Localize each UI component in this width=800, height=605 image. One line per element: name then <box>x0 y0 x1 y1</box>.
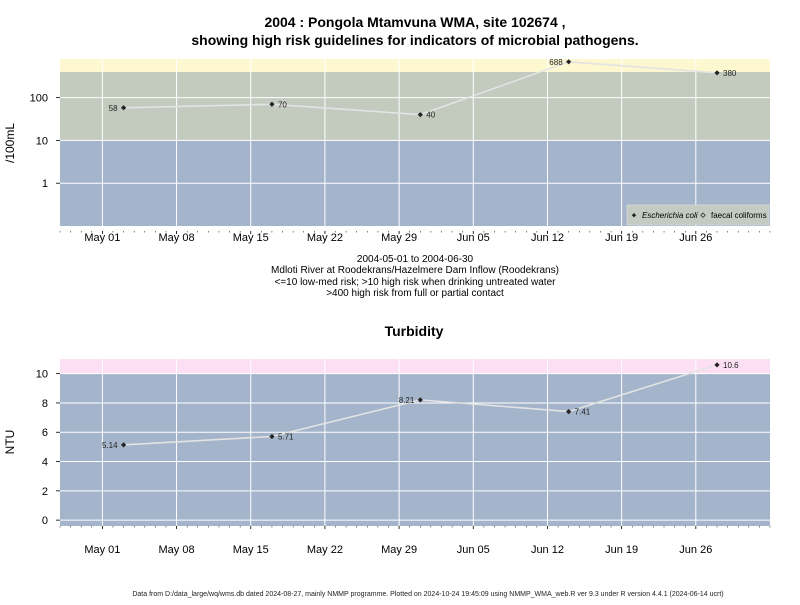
y-tick-label: 4 <box>42 457 48 469</box>
x-tick-label: Jun 19 <box>605 232 638 244</box>
main-title-line2: showing high risk guidelines for indicat… <box>191 32 638 48</box>
x-tick-label: May 29 <box>381 232 417 244</box>
turb-series: 5.14 5.71 8.21 7.41 10.6 <box>102 361 739 450</box>
x-tick-label: May 08 <box>159 544 195 556</box>
y-tick-label: 10 <box>36 369 48 381</box>
x-tick-label: Jun 12 <box>531 232 564 244</box>
micro-axes: May 01 May 08 May 15 May 22 May 29 Jun 05 Jun … <box>30 93 771 244</box>
x-tick-label: Jun 05 <box>457 544 490 556</box>
y-tick-label: 8 <box>42 398 48 410</box>
x-tick-label: Jun 12 <box>531 544 564 556</box>
data-point-marker <box>269 101 275 107</box>
legend-ecoli-marker <box>631 213 637 218</box>
x-tick-label: May 08 <box>159 232 195 244</box>
x-tick-label: May 22 <box>307 232 343 244</box>
micro-caption-high-risk: >400 high risk from full or partial cont… <box>326 288 504 299</box>
micro-series: 58 70 40 688 380 <box>109 58 737 120</box>
y-tick-label: 2 <box>42 486 48 498</box>
data-label: 5.71 <box>278 432 294 441</box>
data-label: 5.14 <box>102 441 118 450</box>
data-point-marker <box>417 397 423 403</box>
micro-risk-bands <box>60 59 770 226</box>
micro-caption-site: Mdloti River at Roodekrans/Hazelmere Dam… <box>271 265 559 276</box>
data-point-marker <box>566 408 572 415</box>
x-tick-label: May 15 <box>233 232 269 244</box>
data-label: 8.21 <box>399 396 415 405</box>
turb-risk-bands <box>60 359 770 526</box>
turb-axes: May 01 May 08 May 15 May 22 May 29 Jun 05 Jun … <box>36 369 771 556</box>
data-point-marker <box>269 433 275 440</box>
y-tick-label: 1 <box>42 178 48 190</box>
data-point-marker <box>417 112 423 118</box>
data-label: 7.41 <box>575 408 591 417</box>
data-label: 40 <box>426 111 435 120</box>
data-point-marker <box>714 362 720 368</box>
main-title-line1: 2004 : Pongola Mtamvuna WMA, site 102674… <box>264 14 565 30</box>
data-label: 10.6 <box>723 361 739 370</box>
footer-note: Data from D:/data_large/wq/wms.db dated … <box>132 591 723 598</box>
y-tick-label: 100 <box>30 93 48 105</box>
data-label: 70 <box>278 100 287 109</box>
y-tick-label: 0 <box>42 515 48 527</box>
x-tick-label: Jun 19 <box>605 544 638 556</box>
micro-legend: Escherichia coli faecal coliforms <box>626 204 770 226</box>
x-tick-label: May 22 <box>307 544 343 556</box>
x-tick-label: May 15 <box>233 544 269 556</box>
y-tick-label: 6 <box>42 427 48 439</box>
data-label: 380 <box>723 69 737 78</box>
data-label: 688 <box>549 58 563 67</box>
data-point-marker <box>120 105 127 111</box>
data-point-marker <box>714 70 720 76</box>
legend-faecal-label: faecal coliforms <box>711 211 767 220</box>
turb-gridlines <box>60 359 770 526</box>
risk-band <box>60 359 770 374</box>
data-point-marker <box>566 59 572 65</box>
x-tick-label: Jun 05 <box>457 232 490 244</box>
data-point-marker <box>120 442 127 448</box>
micro-y-axis-label: /100mL <box>3 123 17 163</box>
legend-box <box>626 204 770 226</box>
turb-y-axis-label: NTU <box>3 430 17 455</box>
legend-ecoli-label: Escherichia coli <box>642 211 698 220</box>
legend-faecal-marker <box>700 212 706 218</box>
turbidity-title: Turbidity <box>385 323 444 339</box>
micro-caption-date-range: 2004-05-01 to 2004-06-30 <box>357 254 474 265</box>
y-tick-label: 10 <box>36 135 48 147</box>
micro-caption-low-risk: <=10 low-med risk; >10 high risk when dr… <box>275 277 557 288</box>
x-tick-label: May 29 <box>381 544 417 556</box>
x-tick-label: May 01 <box>84 544 120 556</box>
risk-band <box>60 59 770 72</box>
x-tick-label: Jun 26 <box>679 544 712 556</box>
risk-band <box>60 373 770 526</box>
data-label: 58 <box>109 104 118 113</box>
micro-gridlines <box>60 59 770 226</box>
x-tick-label: Jun 26 <box>679 232 712 244</box>
x-tick-label: May 01 <box>84 232 120 244</box>
